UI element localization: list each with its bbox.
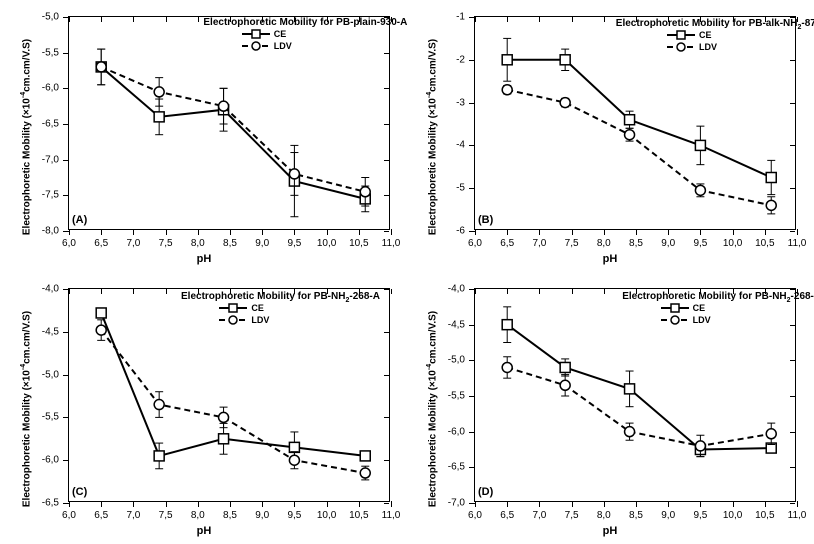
xtick-label: 8,5 <box>629 238 643 249</box>
y-axis-label: Electrophoretic Mobility (×10-4cm.cm/V.S… <box>426 0 438 137</box>
xtick-label: 9,5 <box>693 238 707 249</box>
xtick-label: 8,0 <box>597 238 611 249</box>
xtick-label: 6,0 <box>62 510 76 521</box>
y-axis-label: Electrophoretic Mobility (×10-4cm.cm/V.S… <box>20 213 32 409</box>
xtick-label: 8,0 <box>597 510 611 521</box>
series-layer <box>475 17 795 229</box>
xtick-label: 6,5 <box>500 238 514 249</box>
ytick-label: -4 <box>456 140 465 151</box>
y-axis-label: Electrophoretic Mobility (×10-4cm.cm/V.S… <box>20 0 32 137</box>
plot-area: 6,06,57,07,58,08,59,09,510,010,511,0-8,0… <box>68 16 390 230</box>
xtick-label: 6,0 <box>468 510 482 521</box>
ytick-label: -2 <box>456 54 465 65</box>
ytick-label: -5,5 <box>448 391 465 402</box>
ytick-label: -5,5 <box>42 412 59 423</box>
ytick-label: -6 <box>456 226 465 237</box>
ytick-label: -4,0 <box>448 284 465 295</box>
ytick-label: -5,0 <box>42 12 59 23</box>
ytick-label: -7,0 <box>42 154 59 165</box>
xtick-label: 8,5 <box>223 238 237 249</box>
panel-letter: (A) <box>72 214 87 226</box>
xtick-label: 10,5 <box>349 238 368 249</box>
xtick-label: 6,5 <box>94 510 108 521</box>
ytick-label: -4,5 <box>448 319 465 330</box>
figure: 6,0 6,5 7,0 7,5 8,0 8,5 9,0 9,5 10,0 10,5 11,0 -8,0… <box>0 0 814 544</box>
panel-letter: (D) <box>478 486 493 498</box>
ytick-label: -6,5 <box>448 462 465 473</box>
xtick-label: 8,5 <box>629 510 643 521</box>
ytick-label: -4,5 <box>42 326 59 337</box>
ytick-label: -5,5 <box>42 47 59 58</box>
xtick-label: 7,0 <box>126 510 140 521</box>
ytick-label: -6,5 <box>42 119 59 130</box>
xtick-label: 11,0 <box>788 238 807 249</box>
xtick-label: 11,0 <box>382 238 401 249</box>
x-axis-label: pH <box>197 525 212 537</box>
panel-letter: (B) <box>478 214 493 226</box>
xtick-label: 10,0 <box>723 238 742 249</box>
xtick-label: 6,5 <box>94 238 108 249</box>
xtick-label: 8,5 <box>223 510 237 521</box>
ytick-label: -7,0 <box>448 498 465 509</box>
x-axis-label: pH <box>603 525 618 537</box>
xtick-label: 7,0 <box>126 238 140 249</box>
ytick-label: -6,0 <box>448 426 465 437</box>
xtick-label: 8,0 <box>191 238 205 249</box>
xtick-label: 6,0 <box>62 238 76 249</box>
series-layer <box>69 289 389 501</box>
xtick-label: 7,0 <box>532 510 546 521</box>
xtick-label: 9,5 <box>287 510 301 521</box>
xtick-label: 7,5 <box>565 510 579 521</box>
xtick-label: 10,5 <box>755 238 774 249</box>
ytick-label: -3 <box>456 97 465 108</box>
ytick-label: -5 <box>456 183 465 194</box>
y-axis-label: Electrophoretic Mobility (×10-4cm.cm/V.S… <box>426 213 438 409</box>
xtick-label: 6,0 <box>468 238 482 249</box>
ytick-label: -4,0 <box>42 284 59 295</box>
xtick-label: 9,5 <box>287 238 301 249</box>
ytick-label: -6,5 <box>42 498 59 509</box>
xtick-label: 11,0 <box>382 510 401 521</box>
series-layer <box>475 289 795 501</box>
ytick-label: -7,5 <box>42 190 59 201</box>
series-layer <box>69 17 389 229</box>
panel-B: 6,0 6,5 7,0 7,5 8,0 8,5 9,0 9,5 10,0 10,5 11,0 -6 -5… <box>414 6 806 268</box>
plot-area: 6,06,57,07,58,08,59,09,510,010,511,0-6-5… <box>474 16 796 230</box>
xtick-label: 7,0 <box>532 238 546 249</box>
xtick-label: 7,5 <box>565 238 579 249</box>
xtick-label: 9,0 <box>255 510 269 521</box>
xtick-label: 10,0 <box>723 510 742 521</box>
xtick-label: 7,5 <box>159 238 173 249</box>
panel-A: 6,0 6,5 7,0 7,5 8,0 8,5 9,0 9,5 10,0 10,5 11,0 -8,0… <box>8 6 400 268</box>
xtick-label: 10,5 <box>755 510 774 521</box>
plot-area: 6,06,57,07,58,08,59,09,510,010,511,0-7,0… <box>474 288 796 502</box>
xtick-label: 9,0 <box>255 238 269 249</box>
xtick-label: 11,0 <box>788 510 807 521</box>
ytick-label: -6,0 <box>42 455 59 466</box>
panel-D: 6,0 6,5 7,0 7,5 8,0 8,5 9,0 9,5 10,0 10,5 11,0 -7,0… <box>414 278 806 540</box>
ytick-label: -6,0 <box>42 83 59 94</box>
xtick-label: 9,5 <box>693 510 707 521</box>
xtick-label: 6,5 <box>500 510 514 521</box>
x-axis-label: pH <box>197 253 212 265</box>
ytick-label: -1 <box>456 12 465 23</box>
xtick-label: 9,0 <box>661 238 675 249</box>
ytick-label: -8,0 <box>42 226 59 237</box>
plot-area: 6,06,57,07,58,08,59,09,510,010,511,0-6,5… <box>68 288 390 502</box>
ytick-label: -5,0 <box>448 355 465 366</box>
xtick-label: 10,0 <box>317 238 336 249</box>
xtick-label: 10,5 <box>349 510 368 521</box>
xtick-label: 9,0 <box>661 510 675 521</box>
x-axis-label: pH <box>603 253 618 265</box>
xtick-label: 7,5 <box>159 510 173 521</box>
ytick-label: -5,0 <box>42 369 59 380</box>
xtick-label: 8,0 <box>191 510 205 521</box>
panel-letter: (C) <box>72 486 87 498</box>
xtick-label: 10,0 <box>317 510 336 521</box>
panel-C: 6,0 6,5 7,0 7,5 8,0 8,5 9,0 9,5 10,0 10,5 11,0 -6,5… <box>8 278 400 540</box>
